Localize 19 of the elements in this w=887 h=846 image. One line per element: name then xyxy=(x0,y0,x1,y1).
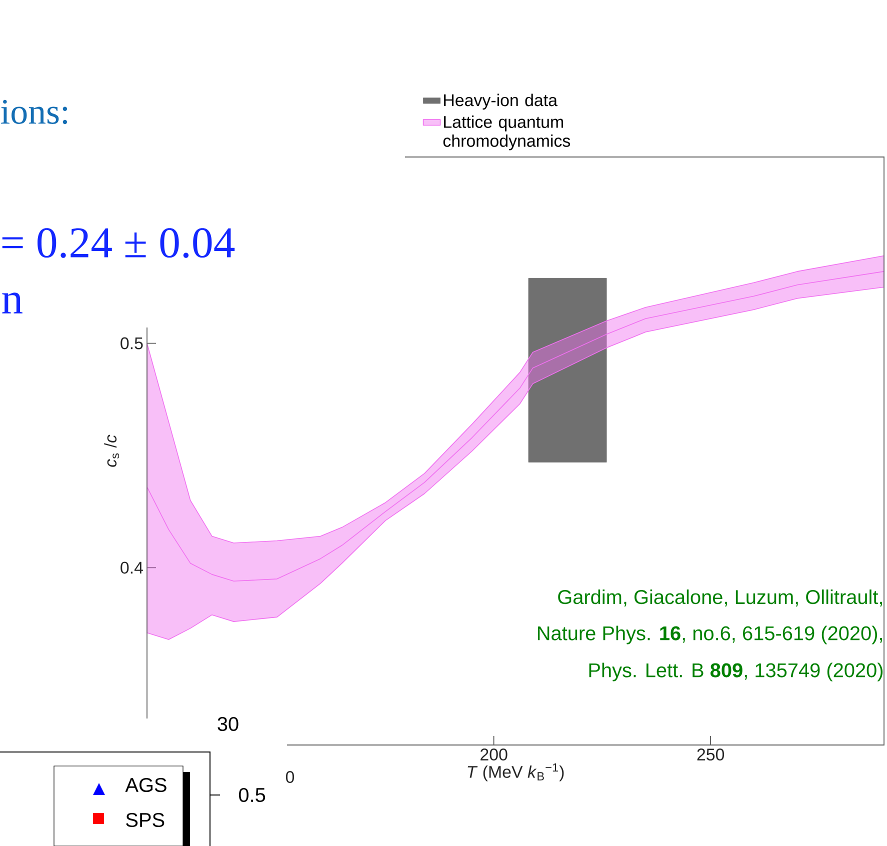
text: 0.5 xyxy=(238,788,266,802)
x-axis-title: T (MeV k$_{B}$$^{−1}$) xyxy=(468,763,564,782)
annotation: Gardim, Giacalone, Luzum, Ollitrault, xyxy=(558,590,882,606)
x-tick-label: 200 xyxy=(480,748,508,761)
line-series xyxy=(146,271,884,582)
annotation: Phys. Lett. B 809, 135749 (2020) xyxy=(589,662,883,682)
annotation: Nature Phys. 16, no.6, 615-619 (2020), xyxy=(538,626,882,644)
text: SPS xyxy=(126,812,164,828)
x-tick-label: 250 xyxy=(697,748,724,761)
y-tick-label: 0.4 xyxy=(120,562,143,574)
y-axis-title: c$_{s}$ /c xyxy=(104,434,120,467)
text: n xyxy=(2,292,22,314)
legend-label: Lattice quantum chromodynamics xyxy=(443,116,570,150)
legend-label: Heavy-ion data xyxy=(444,94,558,110)
text: ions: xyxy=(0,100,68,124)
text: AGS xyxy=(125,778,166,792)
text: 0 xyxy=(286,771,294,783)
annotation: 30 xyxy=(218,716,238,732)
annotation: = 0.24 ± 0.04 xyxy=(2,228,235,258)
